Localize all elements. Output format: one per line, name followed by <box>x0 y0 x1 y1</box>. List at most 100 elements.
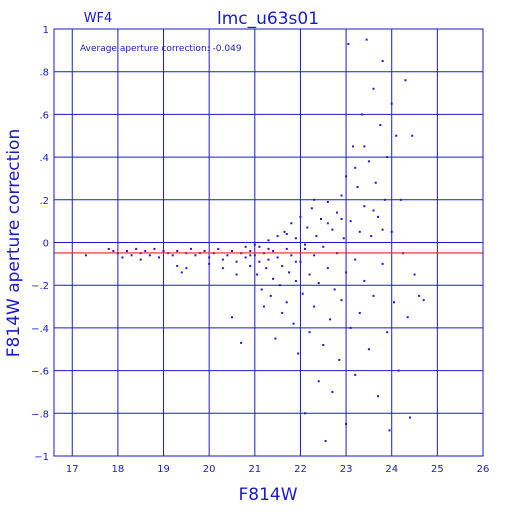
data-point <box>157 256 160 259</box>
data-point <box>308 331 311 334</box>
y-tick-label: 1 <box>43 25 49 36</box>
data-point <box>260 288 263 291</box>
data-point <box>253 243 256 246</box>
data-point <box>148 254 151 257</box>
data-point <box>313 254 316 257</box>
data-point <box>276 235 279 238</box>
data-point <box>230 250 233 253</box>
data-point <box>365 38 368 41</box>
data-point <box>217 247 220 250</box>
data-point <box>351 145 354 148</box>
data-point <box>411 134 414 137</box>
data-point <box>153 247 156 250</box>
data-point <box>288 271 291 274</box>
data-point <box>386 331 389 334</box>
data-point <box>258 260 261 263</box>
data-point <box>272 250 275 253</box>
data-point <box>256 273 259 276</box>
data-point <box>390 230 393 233</box>
y-tick-label: .4 <box>39 153 49 164</box>
data-point <box>84 254 87 257</box>
data-point <box>267 247 270 250</box>
data-point <box>399 198 402 201</box>
data-point <box>290 254 293 257</box>
data-point <box>144 250 147 253</box>
data-point <box>381 228 384 231</box>
data-point <box>338 358 341 361</box>
chart-title: lmc_u63s01 <box>217 9 319 29</box>
data-point <box>395 134 398 137</box>
data-point <box>262 305 265 308</box>
data-point <box>315 235 318 238</box>
data-point <box>310 207 313 210</box>
data-point <box>363 205 366 208</box>
data-point <box>397 369 400 372</box>
x-tick-label: 22 <box>294 464 307 475</box>
data-point <box>345 271 348 274</box>
data-points <box>84 38 425 443</box>
y-tick-label: .6 <box>39 110 49 121</box>
x-tick-label: 19 <box>157 464 170 475</box>
data-point <box>281 264 284 267</box>
data-point <box>358 311 361 314</box>
data-point <box>408 416 411 419</box>
data-point <box>269 294 272 297</box>
x-tick-label: 23 <box>340 464 353 475</box>
data-point <box>230 316 233 319</box>
data-point <box>386 156 389 159</box>
data-point <box>299 215 302 218</box>
data-point <box>308 273 311 276</box>
x-tick-label: 21 <box>248 464 261 475</box>
data-point <box>294 279 297 282</box>
data-point <box>313 198 316 201</box>
data-point <box>349 326 352 329</box>
y-tick-label: .2 <box>39 196 49 207</box>
data-point <box>281 311 284 314</box>
data-point <box>107 247 110 250</box>
data-point <box>381 60 384 63</box>
data-point <box>322 245 325 248</box>
data-point <box>276 256 279 259</box>
data-point <box>377 395 380 398</box>
data-point <box>274 337 277 340</box>
data-point <box>221 258 224 261</box>
data-point <box>367 160 370 163</box>
data-point <box>313 305 316 308</box>
data-point <box>354 258 357 261</box>
data-point <box>354 373 357 376</box>
data-point <box>335 211 338 214</box>
data-point <box>381 262 384 265</box>
data-point <box>265 267 268 270</box>
data-point <box>253 254 256 257</box>
data-point <box>390 102 393 105</box>
y-tick-label: −.4 <box>31 324 49 335</box>
data-point <box>290 222 293 225</box>
data-point <box>413 273 416 276</box>
data-point <box>322 343 325 346</box>
data-point <box>393 301 396 304</box>
x-tick-label: 26 <box>477 464 490 475</box>
data-point <box>285 301 288 304</box>
data-point <box>304 412 307 415</box>
data-point <box>345 422 348 425</box>
data-point <box>126 250 129 253</box>
data-point <box>189 247 192 250</box>
data-point <box>340 194 343 197</box>
data-point <box>379 124 382 127</box>
data-point <box>361 113 364 116</box>
data-point <box>221 267 224 270</box>
data-point <box>226 254 229 257</box>
data-point <box>249 250 252 253</box>
y-tick-labels: −1 −.8 −.6 −.4 −.2 0 .2 .4 .6 .8 1 <box>31 25 49 463</box>
data-point <box>249 264 252 267</box>
data-point <box>422 299 425 302</box>
data-point <box>367 348 370 351</box>
x-tick-label: 20 <box>203 464 216 475</box>
data-point <box>176 264 179 267</box>
data-point <box>372 209 375 212</box>
x-tick-label: 24 <box>385 464 398 475</box>
data-point <box>194 254 197 257</box>
data-point <box>317 380 320 383</box>
data-point <box>304 247 307 250</box>
